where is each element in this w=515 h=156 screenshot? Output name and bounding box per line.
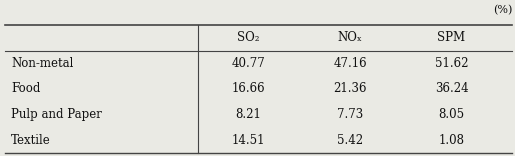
Text: Food: Food [11,82,41,95]
Text: 51.62: 51.62 [435,57,468,70]
Text: NOₓ: NOₓ [338,31,363,44]
Text: 14.51: 14.51 [232,134,265,147]
Text: SPM: SPM [437,31,466,44]
Text: 47.16: 47.16 [333,57,367,70]
Text: SO₂: SO₂ [237,31,260,44]
Text: 1.08: 1.08 [439,134,465,147]
Text: 36.24: 36.24 [435,82,468,95]
Text: 7.73: 7.73 [337,108,363,121]
Text: (%): (%) [493,5,512,15]
Text: 8.21: 8.21 [236,108,262,121]
Text: 8.05: 8.05 [438,108,465,121]
Text: Non-metal: Non-metal [11,57,74,70]
Text: 16.66: 16.66 [232,82,265,95]
Text: Pulp and Paper: Pulp and Paper [11,108,102,121]
Text: Textile: Textile [11,134,51,147]
Text: 21.36: 21.36 [333,82,367,95]
Text: 40.77: 40.77 [232,57,266,70]
Text: 5.42: 5.42 [337,134,363,147]
